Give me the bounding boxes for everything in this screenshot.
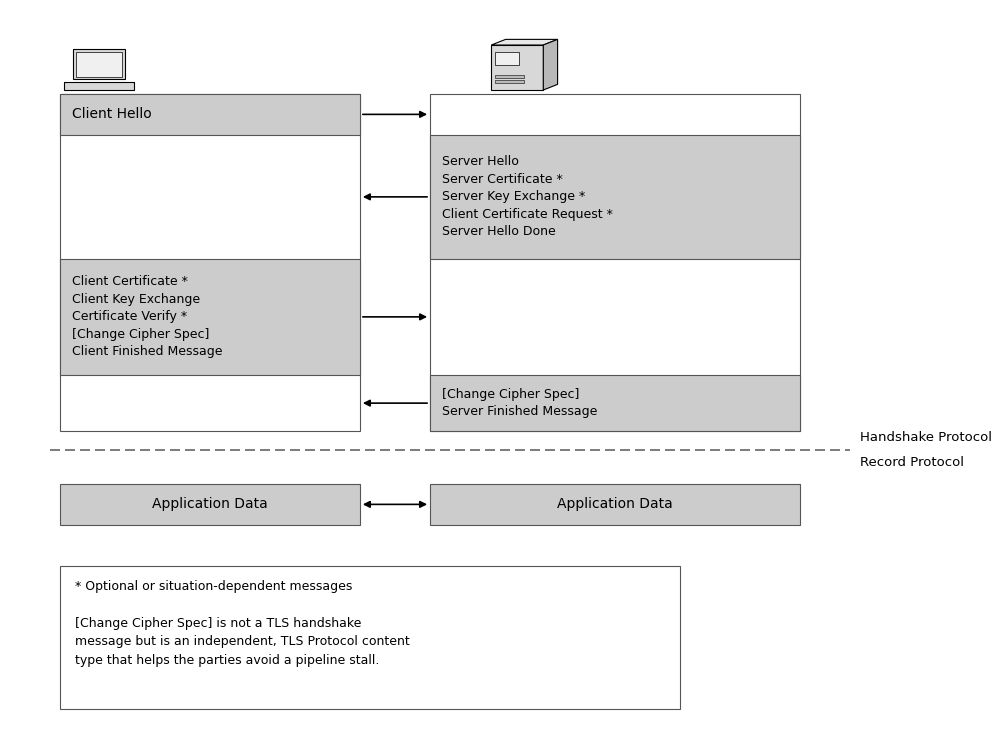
Bar <box>491 45 543 90</box>
Text: Application Data: Application Data <box>152 497 268 512</box>
Text: Handshake Protocol: Handshake Protocol <box>860 431 992 444</box>
Bar <box>430 375 800 431</box>
Bar <box>76 52 122 76</box>
Text: Client Certificate *
Client Key Exchange
Certificate Verify *
[Change Cipher Spe: Client Certificate * Client Key Exchange… <box>72 275 222 358</box>
Bar <box>60 94 360 135</box>
Bar <box>60 259 360 375</box>
Bar <box>64 82 134 90</box>
Bar <box>430 484 800 525</box>
Bar <box>60 94 360 431</box>
Bar <box>495 52 519 65</box>
Text: Record Protocol: Record Protocol <box>860 456 964 469</box>
Bar <box>60 566 680 709</box>
Bar <box>60 484 360 525</box>
Text: Client Hello: Client Hello <box>72 107 152 122</box>
Bar <box>495 75 524 78</box>
Bar <box>73 50 125 79</box>
Text: Application Data: Application Data <box>557 497 673 512</box>
Bar <box>430 94 800 431</box>
Bar <box>495 80 524 83</box>
Text: * Optional or situation-dependent messages

[Change Cipher Spec] is not a TLS ha: * Optional or situation-dependent messag… <box>75 580 410 667</box>
Polygon shape <box>491 40 558 45</box>
Text: [Change Cipher Spec]
Server Finished Message: [Change Cipher Spec] Server Finished Mes… <box>442 388 597 418</box>
Bar <box>430 135 800 259</box>
Text: Server Hello
Server Certificate *
Server Key Exchange *
Client Certificate Reque: Server Hello Server Certificate * Server… <box>442 155 613 238</box>
Polygon shape <box>543 40 558 90</box>
